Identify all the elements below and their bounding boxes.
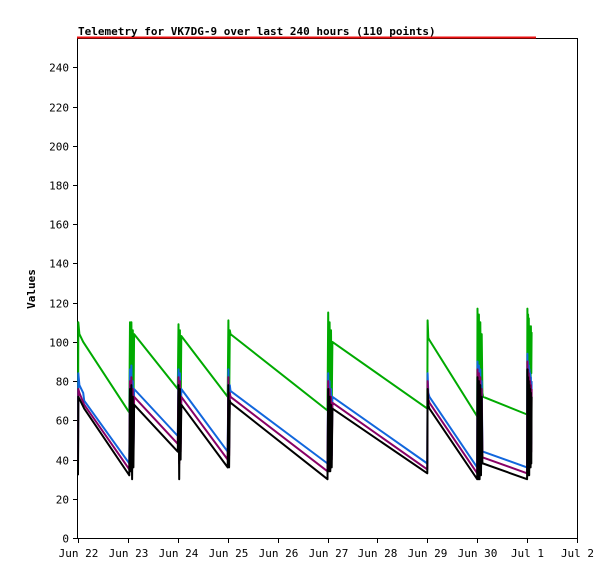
y-tick-label-100: 100 — [49, 337, 69, 350]
y-axis-ticks: 0 20 40 60 80 100 120 140 160 180 200 220 240 — [49, 62, 78, 546]
y-tick-label-200: 200 — [49, 141, 69, 154]
y-axis-label: Values — [25, 269, 38, 309]
series-lines — [77, 307, 533, 481]
x-tick-label-10: Jul 2 — [561, 547, 594, 560]
x-axis-ticks: Jun 22 Jun 23 Jun 24 Jun 25 Jun 26 Jun 27 Jun … — [59, 538, 594, 560]
y-tick-label-60: 60 — [56, 415, 69, 428]
y-tick-label-220: 220 — [49, 102, 69, 115]
y-tick-label-180: 180 — [49, 180, 69, 193]
x-tick-label-4: Jun 26 — [259, 547, 299, 560]
y-tick-label-160: 160 — [49, 219, 69, 232]
y-tick-label-80: 80 — [56, 376, 69, 389]
y-tick-label-20: 20 — [56, 494, 69, 507]
x-tick-label-1: Jun 23 — [109, 547, 149, 560]
y-tick-label-240: 240 — [49, 62, 69, 75]
x-tick-label-9: Jul 1 — [511, 547, 544, 560]
x-tick-label-7: Jun 29 — [408, 547, 448, 560]
x-tick-label-3: Jun 25 — [209, 547, 249, 560]
chart-title: Telemetry for VK7DG-9 over last 240 hour… — [78, 25, 436, 38]
y-tick-label-40: 40 — [56, 455, 69, 468]
x-tick-label-0: Jun 22 — [59, 547, 99, 560]
x-tick-label-5: Jun 27 — [309, 547, 349, 560]
x-tick-label-8: Jun 30 — [458, 547, 498, 560]
series-line-4 — [77, 368, 533, 481]
x-tick-label-2: Jun 24 — [159, 547, 199, 560]
y-tick-label-0: 0 — [62, 533, 69, 546]
y-tick-label-120: 120 — [49, 298, 69, 311]
y-tick-label-140: 140 — [49, 258, 69, 271]
x-tick-label-6: Jun 28 — [358, 547, 398, 560]
